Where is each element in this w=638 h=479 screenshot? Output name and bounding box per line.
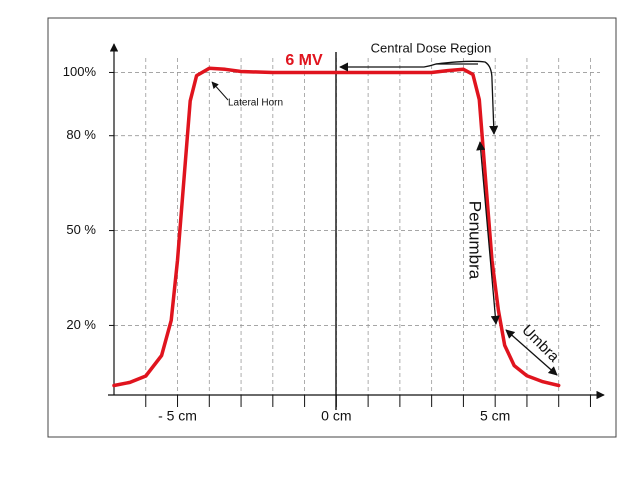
x-tick-label: 0 cm [321, 408, 351, 424]
arrow [211, 81, 229, 101]
x-tick-label: - 5 cm [158, 408, 197, 424]
y-tick-label: 20 % [66, 317, 96, 332]
arrow [476, 141, 500, 325]
series-label: 6 MV [285, 52, 323, 69]
arrow [505, 329, 558, 376]
arrow [339, 62, 478, 72]
x-tick-label: 5 cm [480, 408, 510, 424]
arrow [435, 60, 499, 135]
y-tick-label: 80 % [66, 127, 96, 142]
annotation: Penumbra [466, 201, 485, 280]
frame [47, 17, 617, 438]
y-tick-label: 50 % [66, 222, 96, 237]
annotation: Lateral Horn [228, 98, 283, 109]
y-tick-label: 100% [63, 64, 97, 79]
annotation: Central Dose Region [371, 40, 492, 55]
